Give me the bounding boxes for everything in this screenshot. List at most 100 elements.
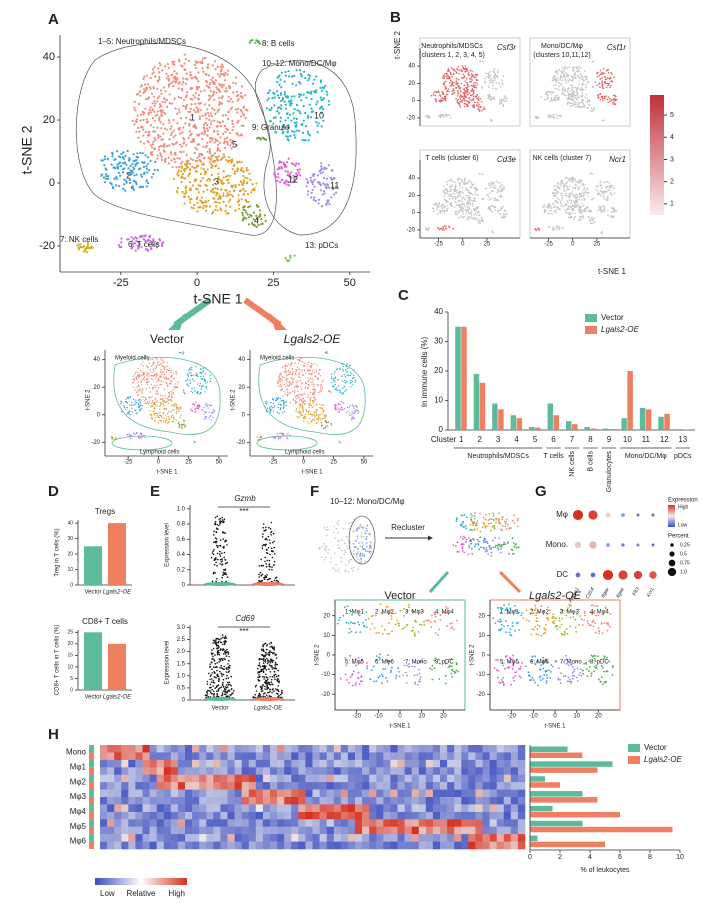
cell-point (299, 404, 302, 406)
cell-point (588, 99, 590, 102)
cell-point (500, 217, 503, 219)
cell-point (584, 70, 586, 72)
cell-point (156, 157, 159, 160)
cell-point (205, 171, 208, 174)
cell-point (319, 96, 322, 99)
cell-point (325, 415, 327, 417)
cell-point (171, 393, 173, 395)
cell-point (185, 380, 187, 382)
cell-point (595, 188, 597, 191)
cell-point (462, 73, 465, 76)
cell-point (233, 172, 236, 175)
cell-point (548, 206, 551, 208)
cell-point (491, 211, 494, 213)
cell-point (240, 169, 244, 172)
cell-point (139, 399, 141, 401)
cell-point (461, 204, 463, 206)
cell-point (77, 248, 81, 251)
cell-point (287, 100, 290, 103)
cell-point (314, 199, 317, 202)
cell-point (576, 98, 578, 101)
cell-point (473, 200, 476, 202)
cell-point (461, 202, 464, 205)
cell-point (248, 172, 251, 175)
cell-point (172, 76, 175, 79)
cluster-label: 3 (214, 176, 219, 186)
cell-point (576, 203, 579, 206)
cell-point (607, 96, 610, 98)
cell-point (334, 408, 336, 411)
cell-point (456, 99, 459, 102)
cell-point (211, 212, 214, 215)
cell-point (156, 405, 158, 408)
cell-point (208, 126, 211, 129)
cell-point (170, 159, 173, 162)
cell-point (182, 98, 186, 101)
x-tick-label: Vector (84, 590, 101, 596)
cell-point (284, 370, 287, 372)
x-tick-label: 5 (533, 435, 538, 444)
cell-point (282, 123, 285, 126)
cell-point (496, 76, 499, 78)
cell-point (426, 228, 428, 231)
cell-point (149, 391, 152, 393)
cell-point (329, 177, 332, 180)
cell-point (458, 78, 460, 81)
cell-point (309, 176, 312, 179)
cell-point (223, 74, 226, 77)
cell-point (609, 192, 612, 194)
cell-point (446, 115, 448, 117)
cell-point (553, 77, 556, 80)
cell-point (342, 368, 344, 371)
cell-point (295, 374, 297, 376)
cell-point (470, 211, 473, 214)
cell-point (149, 76, 152, 80)
cell-point (450, 194, 453, 196)
cell-point (270, 401, 272, 404)
cell-point (337, 403, 339, 406)
cell-point (206, 65, 209, 69)
cell-point (201, 409, 203, 411)
cell-point (164, 419, 167, 422)
cell-point (227, 95, 230, 98)
cell-point (469, 193, 471, 195)
cell-point (577, 74, 579, 76)
cell-point (582, 80, 585, 82)
cell-point (469, 77, 471, 80)
cell-point (475, 95, 478, 97)
cell-point (242, 208, 245, 211)
cell-point (463, 76, 466, 78)
cell-point (446, 77, 448, 79)
cell-point (554, 84, 557, 86)
cell-point (287, 391, 289, 393)
cell-point (182, 136, 185, 140)
cell-point (218, 103, 221, 106)
cell-point (159, 379, 161, 382)
cell-point (544, 210, 546, 212)
cell-point (481, 219, 484, 221)
cell-point (580, 180, 582, 183)
cell-point (478, 210, 480, 213)
cell-point (304, 111, 307, 115)
cell-point (168, 138, 171, 141)
cell-point (219, 209, 223, 212)
cell-point (229, 159, 232, 162)
cell-point (280, 128, 284, 131)
cell-point (327, 164, 330, 167)
cell-point (199, 382, 202, 385)
cell-point (312, 388, 315, 390)
cell-point (330, 376, 333, 378)
cell-point (164, 397, 166, 399)
cell-point (141, 392, 144, 394)
cell-point (585, 86, 587, 88)
cell-point (447, 201, 449, 203)
cell-point (488, 79, 491, 82)
cell-point (484, 108, 486, 110)
cell-point (290, 119, 293, 122)
bar (547, 403, 554, 430)
cell-point (154, 414, 156, 416)
cell-point (172, 378, 175, 380)
tick-label: 0 (157, 460, 161, 466)
cell-point (201, 114, 204, 117)
cell-point (442, 229, 444, 231)
